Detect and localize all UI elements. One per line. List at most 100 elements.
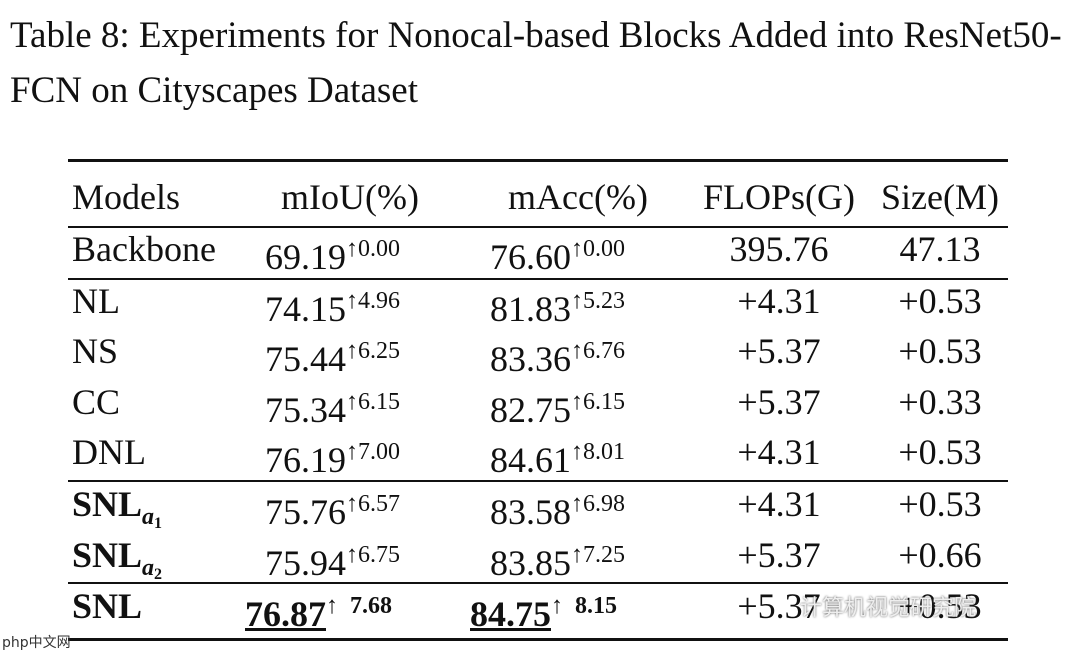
top-rule: [68, 159, 1008, 162]
macc-value: 84.61: [490, 440, 571, 480]
macc-delta: ↑ 8.15: [551, 593, 617, 619]
model-label: SNL: [72, 586, 143, 626]
flops-cell: +5.37: [737, 535, 821, 575]
flops-cell: +4.31: [737, 281, 821, 321]
macc-value: 83.36: [490, 339, 571, 379]
macc-cell: 84.61↑8.01: [490, 432, 625, 480]
macc-value: 83.85: [490, 543, 571, 583]
miou-cell: 76.19↑7.00: [265, 432, 400, 480]
miou-delta: ↑0.00: [346, 236, 400, 262]
miou-value: 76.87: [245, 594, 326, 634]
miou-cell: 75.76↑6.57: [265, 484, 400, 532]
model-label: CC: [72, 382, 121, 422]
model-name: DNL: [72, 432, 146, 472]
model-name: SNLa1: [72, 484, 162, 544]
size-cell: +0.53: [898, 281, 982, 321]
miou-delta: ↑ 7.68: [326, 593, 392, 619]
model-label: NS: [72, 331, 119, 371]
column-header: Models: [72, 177, 180, 217]
column-header: Size(M): [881, 177, 999, 217]
size-cell: +0.53: [898, 432, 982, 472]
macc-delta: ↑8.01: [571, 439, 625, 465]
miou-cell: 69.19↑0.00: [265, 229, 400, 277]
model-label: SNL: [72, 484, 143, 524]
miou-cell: 74.15↑4.96: [265, 281, 400, 329]
flops-cell: +4.31: [737, 484, 821, 524]
macc-cell: 83.85↑7.25: [490, 535, 625, 583]
watermark: 计算机视觉研究院: [800, 596, 977, 621]
model-label: Backbone: [72, 229, 216, 269]
macc-cell: 84.75↑ 8.15: [470, 586, 617, 634]
size-cell: 47.13: [899, 229, 981, 269]
miou-cell: 75.34↑6.15: [265, 382, 400, 430]
miou-delta: ↑6.25: [346, 338, 400, 364]
macc-cell: 81.83↑5.23: [490, 281, 625, 329]
macc-value: 83.58: [490, 492, 571, 532]
bottom-rule: [68, 638, 1008, 641]
column-header: mIoU(%): [281, 177, 419, 217]
macc-value: 82.75: [490, 390, 571, 430]
subscript-text: a: [142, 555, 155, 581]
size-cell: +0.53: [898, 586, 982, 626]
macc-value: 81.83: [490, 289, 571, 329]
macc-value: 84.75: [470, 594, 551, 634]
miou-value: 75.94: [265, 543, 346, 583]
macc-delta: ↑7.25: [571, 542, 625, 568]
miou-value: 75.76: [265, 492, 346, 532]
macc-delta: ↑6.98: [571, 491, 625, 517]
miou-delta: ↑6.75: [346, 542, 400, 568]
row-rule: [68, 582, 1008, 584]
miou-delta: ↑6.57: [346, 491, 400, 517]
model-name: NL: [72, 281, 120, 321]
miou-value: 69.19: [265, 237, 346, 277]
miou-cell: 75.94↑6.75: [265, 535, 400, 583]
column-header: FLOPs(G): [702, 177, 856, 217]
flops-cell: +5.37: [737, 382, 821, 422]
model-name: SNLa2: [72, 535, 162, 595]
miou-value: 75.34: [265, 390, 346, 430]
miou-delta: ↑6.15: [346, 389, 400, 415]
macc-cell: 82.75↑6.15: [490, 382, 625, 430]
subscript-index: 1: [154, 515, 163, 532]
model-name: SNL: [72, 586, 142, 626]
flops-cell: 395.76: [729, 229, 829, 269]
flops-cell: +4.31: [737, 432, 821, 472]
miou-delta: ↑7.00: [346, 439, 400, 465]
macc-delta: ↑6.15: [571, 389, 625, 415]
flops-cell: +5.37: [737, 586, 821, 626]
size-cell: +0.53: [898, 331, 982, 371]
subscript-text: a: [142, 504, 155, 530]
macc-delta: ↑5.23: [571, 288, 625, 314]
size-cell: +0.53: [898, 484, 982, 524]
miou-delta: ↑4.96: [346, 288, 400, 314]
model-subscript: a1: [142, 504, 163, 532]
macc-value: 76.60: [490, 237, 571, 277]
model-label: DNL: [72, 432, 146, 472]
header-rule: [68, 226, 1008, 228]
macc-delta: ↑6.76: [571, 338, 625, 364]
subscript-index: 2: [154, 566, 163, 583]
model-label: NL: [72, 281, 120, 321]
model-name: Backbone: [72, 229, 216, 269]
macc-cell: 83.58↑6.98: [490, 484, 625, 532]
size-cell: +0.66: [898, 535, 982, 575]
miou-value: 76.19: [265, 440, 346, 480]
flops-cell: +5.37: [737, 331, 821, 371]
row-rule: [68, 480, 1008, 482]
miou-value: 75.44: [265, 339, 346, 379]
model-name: NS: [72, 331, 118, 371]
size-cell: +0.33: [898, 382, 982, 422]
table-caption: Table 8: Experiments for Nonocal-based B…: [10, 15, 1062, 111]
model-label: SNL: [72, 535, 143, 575]
watermark: php中文网: [2, 635, 71, 651]
miou-value: 74.15: [265, 289, 346, 329]
miou-cell: 75.44↑6.25: [265, 331, 400, 379]
column-header: mAcc(%): [508, 177, 648, 217]
row-rule: [68, 278, 1008, 280]
macc-delta: ↑0.00: [571, 236, 625, 262]
model-name: CC: [72, 382, 120, 422]
model-subscript: a2: [142, 555, 163, 583]
miou-cell: 76.87↑ 7.68: [245, 586, 392, 634]
macc-cell: 83.36↑6.76: [490, 331, 625, 379]
